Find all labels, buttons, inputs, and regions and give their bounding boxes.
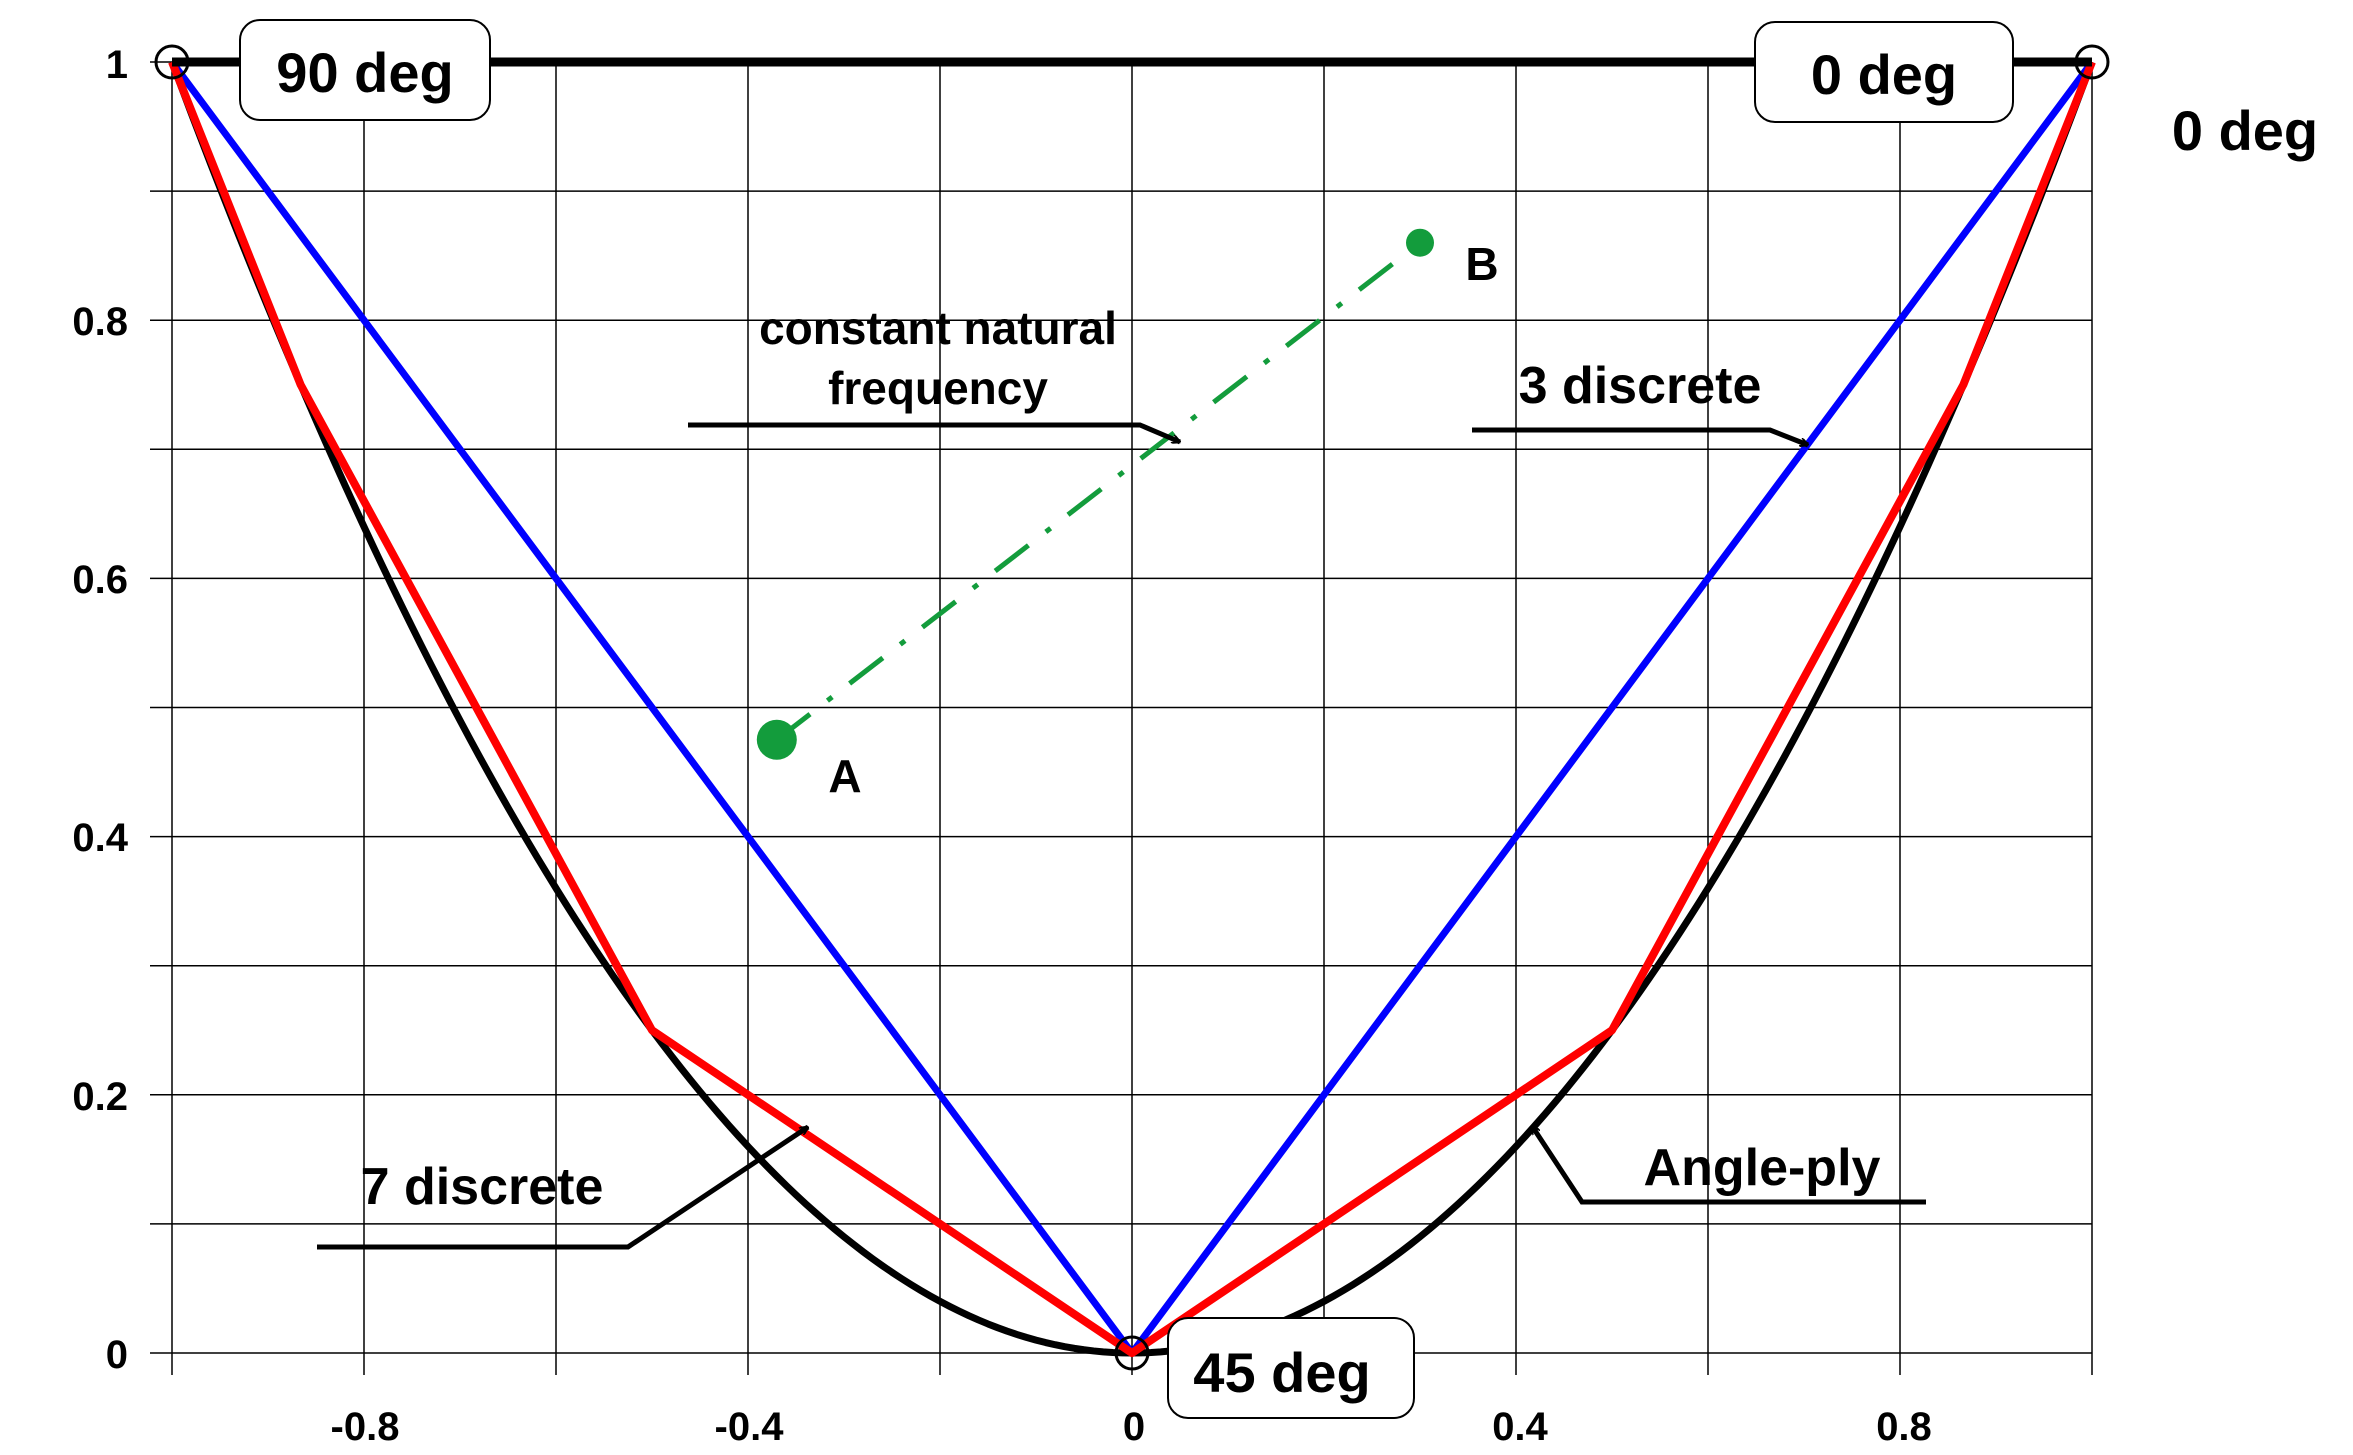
- angle-ply-annotation: Angle-ply: [1529, 1126, 1926, 1205]
- label-90-deg: 90 deg: [276, 41, 453, 104]
- corner-markers: [154, 44, 2110, 1371]
- connector-line: [775, 240, 1422, 742]
- label-0-box: 0 deg: [1754, 21, 2014, 123]
- corner-marker: [1114, 1335, 1150, 1371]
- seven-discrete-annotation: 7 discrete: [317, 1124, 808, 1250]
- corner-marker: [154, 44, 190, 80]
- y-tick-label: 1: [106, 43, 128, 87]
- angle-ply-label: Angle-ply: [1644, 1139, 1881, 1197]
- x-tick-label: 0.8: [1876, 1405, 1932, 1449]
- seven-discrete-label: 7 discrete: [361, 1158, 604, 1216]
- label-45-box: 45 deg: [1167, 1317, 1415, 1419]
- point-a-marker: [756, 719, 797, 760]
- y-tick-label: 0.4: [72, 816, 128, 860]
- label-45-deg: 45 deg: [1193, 1341, 1370, 1404]
- corner-marker: [2074, 44, 2110, 80]
- three-discrete-label: 3 discrete: [1519, 357, 1762, 415]
- angle-ply-arrow: [1529, 1126, 1926, 1205]
- series-layer: [168, 57, 2096, 1357]
- constant-frequency-line1: constant natural: [759, 302, 1117, 354]
- x-tick-label: -0.8: [331, 1405, 400, 1449]
- x-tick-label: 0.4: [1492, 1405, 1548, 1449]
- x-tick-label: 0: [1123, 1405, 1145, 1449]
- point-a-label: A: [828, 750, 861, 802]
- y-tick-label: 0.2: [72, 1075, 128, 1119]
- point-b-label: B: [1465, 238, 1498, 290]
- y-tick-label: 0: [106, 1333, 128, 1377]
- y-axis: 0 0.2 0.4 0.6 0.8 1: [72, 43, 128, 1377]
- x-axis: -0.8 -0.4 0 0.4 0.8: [331, 1405, 1932, 1449]
- point-b-marker: [1406, 228, 1434, 257]
- label-0-deg-box: 0 deg: [1811, 43, 1957, 106]
- constant-frequency-line2: frequency: [828, 362, 1048, 414]
- x-tick-label: -0.4: [715, 1405, 785, 1449]
- series-7-discrete: [168, 60, 2096, 1357]
- constant-frequency-annotation: constant natural frequency: [688, 302, 1180, 445]
- label-0-deg-outside: 0 deg: [2172, 99, 2318, 162]
- three-discrete-annotation: 3 discrete: [1472, 357, 1808, 448]
- label-90-box: 90 deg: [239, 19, 491, 121]
- y-tick-label: 0.6: [72, 558, 128, 602]
- seven-discrete-arrow: [317, 1124, 808, 1250]
- constant-frequency-arrow: [688, 422, 1180, 445]
- y-tick-label: 0.8: [72, 300, 128, 344]
- three-discrete-arrow: [1472, 427, 1808, 448]
- connector-layer: [756, 228, 1434, 760]
